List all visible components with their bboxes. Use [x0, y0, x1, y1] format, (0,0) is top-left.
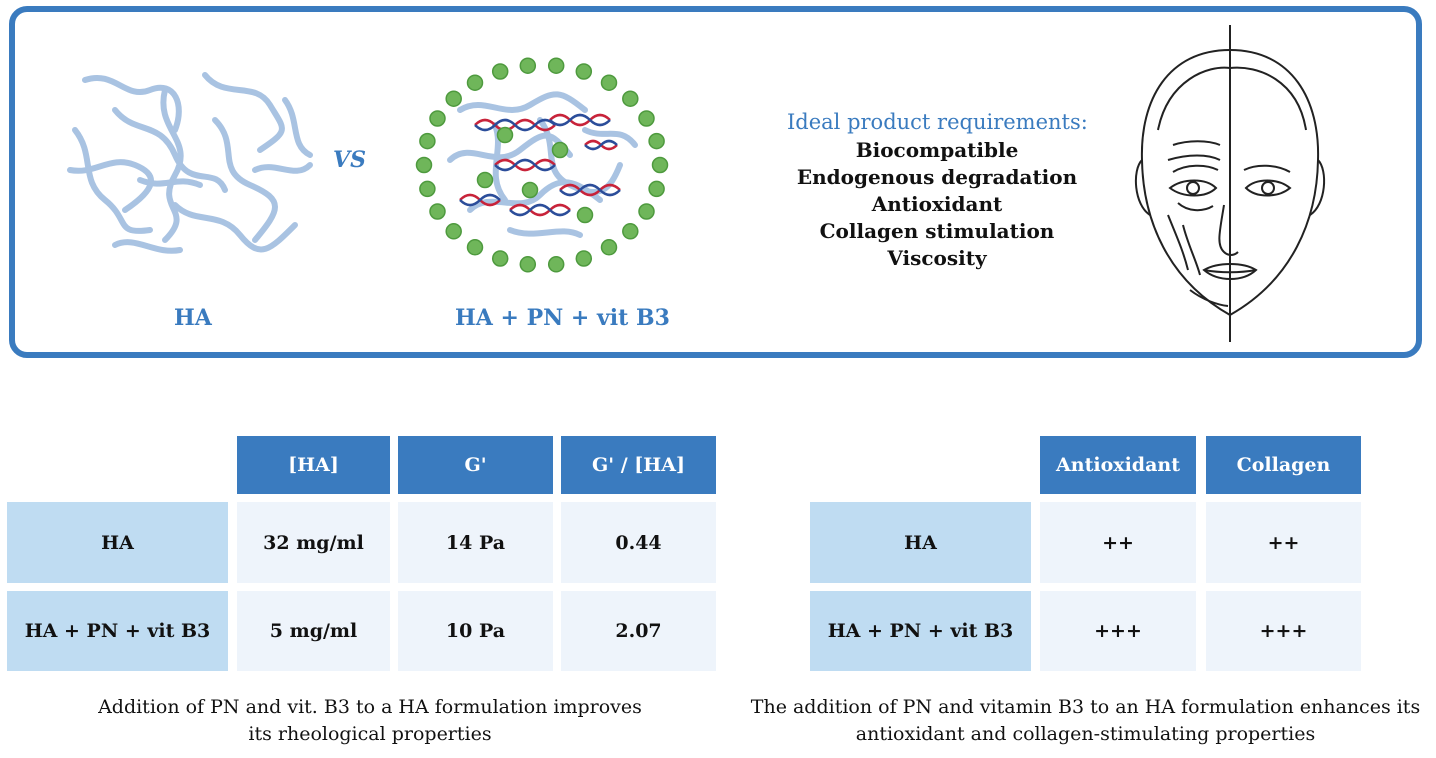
bead	[466, 239, 484, 256]
bead	[419, 180, 436, 198]
bioactivity-caption: The addition of PN and vitamin B3 to an …	[738, 694, 1433, 748]
ha-pn-vitb3-label: HA + PN + vit B3	[455, 305, 670, 331]
bead	[519, 256, 537, 273]
caption-line: its rheological properties	[248, 723, 492, 745]
caption-line: Addition of PN and vit. B3 to a HA formu…	[98, 696, 642, 718]
row-header-ha: HA	[7, 502, 228, 583]
bead	[466, 74, 484, 91]
bead	[491, 250, 509, 267]
table-cell: 32 mg/ml	[237, 502, 390, 583]
table-cell: ++	[1040, 502, 1196, 583]
column-header-collagen: Collagen	[1206, 436, 1361, 494]
bead	[429, 203, 446, 220]
bead	[476, 171, 494, 189]
requirement-item: Endogenous degradation	[796, 165, 1078, 189]
table-cell: 10 Pa	[398, 591, 553, 671]
bead	[551, 141, 569, 159]
caption-line: antioxidant and collagen-stimulating pro…	[855, 723, 1316, 745]
bead	[419, 132, 436, 150]
bead	[575, 63, 593, 80]
bead	[638, 203, 655, 220]
ha-fiber-network	[67, 72, 313, 254]
requirement-item: Biocompatible	[855, 138, 1019, 162]
summary-panel	[9, 6, 1422, 358]
table-cell: +++	[1206, 591, 1361, 671]
bead	[600, 74, 618, 91]
ha-label: HA	[174, 305, 212, 331]
bead	[575, 250, 593, 267]
bead	[521, 181, 539, 199]
row-header-ha-pn-vitb3: HA + PN + vit B3	[810, 591, 1031, 671]
ha-pn-vitb3-particle	[415, 57, 669, 273]
table-cell: 14 Pa	[398, 502, 553, 583]
column-header-antioxidant: Antioxidant	[1040, 436, 1196, 494]
table-cell: 5 mg/ml	[237, 591, 390, 671]
column-header-ha-concentration: [HA]	[237, 436, 390, 494]
row-header-ha: HA	[810, 502, 1031, 583]
column-header-g-prime-ratio: G' / [HA]	[561, 436, 716, 494]
rheology-caption: Addition of PN and vit. B3 to a HA formu…	[60, 694, 680, 748]
bead	[445, 90, 462, 107]
bead	[622, 223, 639, 240]
row-header-ha-pn-vitb3: HA + PN + vit B3	[7, 591, 228, 671]
bead	[547, 57, 565, 74]
requirements-title: Ideal product requirements:	[787, 110, 1088, 134]
bead	[651, 156, 669, 174]
bead	[576, 206, 594, 224]
bead	[445, 223, 462, 240]
bead	[519, 57, 537, 74]
face-illustration-icon	[1134, 25, 1326, 342]
requirement-item: Viscosity	[887, 246, 987, 270]
bead	[491, 63, 509, 80]
bead	[648, 180, 665, 198]
requirement-item: Antioxidant	[871, 192, 1003, 216]
bead	[622, 90, 639, 107]
bead	[547, 256, 565, 273]
requirements-list: Biocompatible Endogenous degradation Ant…	[787, 137, 1087, 272]
bead	[638, 110, 655, 127]
caption-line: The addition of PN and vitamin B3 to an …	[750, 696, 1421, 718]
table-cell: 2.07	[561, 591, 716, 671]
column-header-g-prime: G'	[398, 436, 553, 494]
requirement-item: Collagen stimulation	[819, 219, 1055, 243]
table-cell: ++	[1206, 502, 1361, 583]
table-cell: 0.44	[561, 502, 716, 583]
bead	[496, 126, 514, 144]
vs-label: VS	[333, 147, 366, 173]
bead	[429, 110, 446, 127]
table-cell: +++	[1040, 591, 1196, 671]
bead	[600, 239, 618, 256]
bead	[648, 132, 665, 150]
bead	[415, 156, 433, 174]
